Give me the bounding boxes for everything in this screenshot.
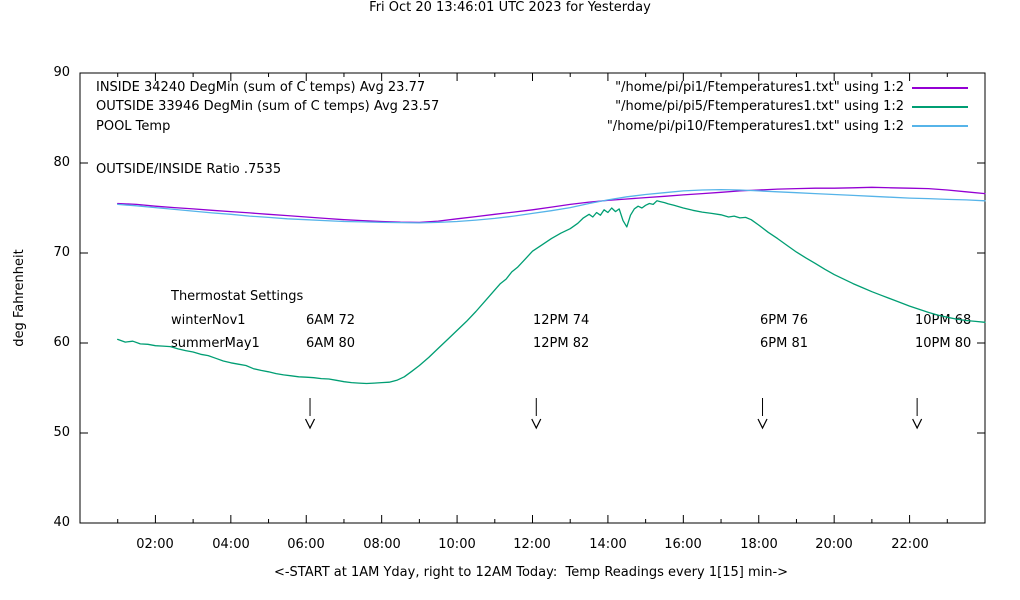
y-tick-label-70: 70: [53, 245, 70, 260]
y-tick-label-50: 50: [53, 425, 70, 440]
thermostat-summer-10pm: 10PM 80: [915, 336, 972, 351]
event-arrow-head: [531, 418, 542, 430]
legend-pool-label: POOL Temp: [96, 119, 171, 134]
x-tick-label-1400: 14:00: [589, 537, 627, 552]
y-tick-label-60: 60: [53, 335, 70, 350]
legend-inside-label: INSIDE 34240 DegMin (sum of C temps) Avg…: [96, 80, 426, 95]
x-tick-label-2200: 22:00: [891, 537, 929, 552]
x-axis-label: <-START at 1AM Yday, right to 12AM Today…: [273, 565, 789, 580]
legend-outside-label: OUTSIDE 33946 DegMin (sum of C temps) Av…: [96, 99, 440, 114]
thermostat-winter-6am: 6AM 72: [306, 313, 356, 328]
legend-file-pi10: "/home/pi/pi10/Ftemperatures1.txt" using…: [606, 119, 904, 134]
thermostat-title: Thermostat Settings: [171, 289, 304, 304]
x-tick-label-1800: 18:00: [740, 537, 778, 552]
x-tick-label-1600: 16:00: [664, 537, 702, 552]
thermostat-summer-6pm: 6PM 81: [760, 336, 809, 351]
thermostat-summer-name: summerMay1: [171, 336, 260, 351]
x-tick-label-1000: 10:00: [438, 537, 476, 552]
series-line-inside: [117, 186, 986, 224]
event-arrow-head: [304, 418, 316, 430]
x-tick-label-2000: 20:00: [815, 537, 853, 552]
x-tick-label-0200: 02:00: [136, 537, 174, 552]
thermostat-winter-6pm: 6PM 76: [760, 313, 809, 328]
thermostat-summer-12pm: 12PM 82: [533, 336, 590, 351]
x-tick-label-0400: 04:00: [212, 537, 250, 552]
x-tick-label-0800: 08:00: [363, 537, 401, 552]
x-tick-label-1200: 12:00: [513, 537, 551, 552]
legend-file-pi1: "/home/pi/pi1/Ftemperatures1.txt" using …: [615, 80, 904, 95]
event-arrow-head: [912, 418, 923, 430]
thermostat-summer-6am: 6AM 80: [306, 336, 356, 351]
thermostat-winter-12pm: 12PM 74: [533, 313, 590, 328]
chart-title: Fri Oct 20 13:46:01 UTC 2023 for Yesterd…: [369, 0, 651, 15]
y-tick-label-90: 90: [53, 65, 70, 80]
ratio-label: OUTSIDE/INSIDE Ratio .7535: [96, 162, 282, 177]
thermostat-winter-name: winterNov1: [171, 313, 246, 328]
legend-file-pi5: "/home/pi/pi5/Ftemperatures1.txt" using …: [615, 99, 904, 114]
thermostat-winter-10pm: 10PM 68: [915, 313, 972, 328]
series-line-pool-temp: [117, 188, 986, 224]
y-axis-label: deg Fahrenheit: [12, 249, 27, 347]
y-tick-label-40: 40: [53, 515, 70, 530]
event-arrow-head: [757, 418, 768, 430]
y-tick-label-80: 80: [53, 155, 70, 170]
x-tick-label-0600: 06:00: [287, 537, 325, 552]
